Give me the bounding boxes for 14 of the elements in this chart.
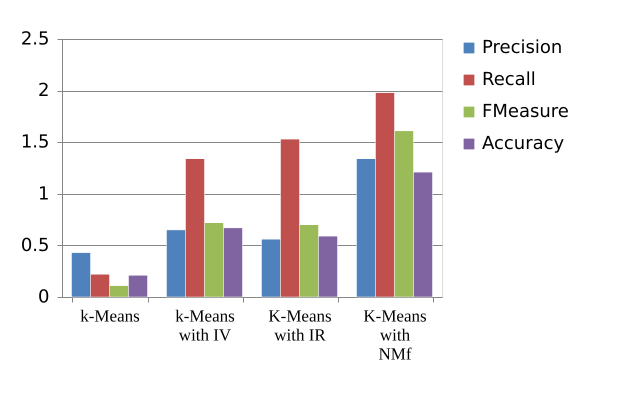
- y-tick-label: 0: [38, 286, 50, 308]
- y-tick-label: 1: [38, 183, 50, 204]
- x-tick-label: k-Means: [80, 306, 140, 326]
- y-tick-label: 2: [38, 80, 50, 102]
- y-tick-label: 2.5: [20, 28, 50, 50]
- legend-label: Accuracy: [482, 133, 565, 154]
- x-tick-label: K-Means with IR: [268, 306, 332, 344]
- legend-label: Precision: [482, 37, 562, 58]
- x-tick-label: k-Means with IV: [175, 306, 235, 344]
- y-tick-label: 1.5: [20, 132, 50, 153]
- y-tick-label: 0.5: [20, 234, 50, 256]
- x-tick-label: K-Means with NMf: [363, 306, 427, 364]
- legend-label: FMeasure: [482, 101, 569, 122]
- legend-label: Recall: [482, 69, 536, 90]
